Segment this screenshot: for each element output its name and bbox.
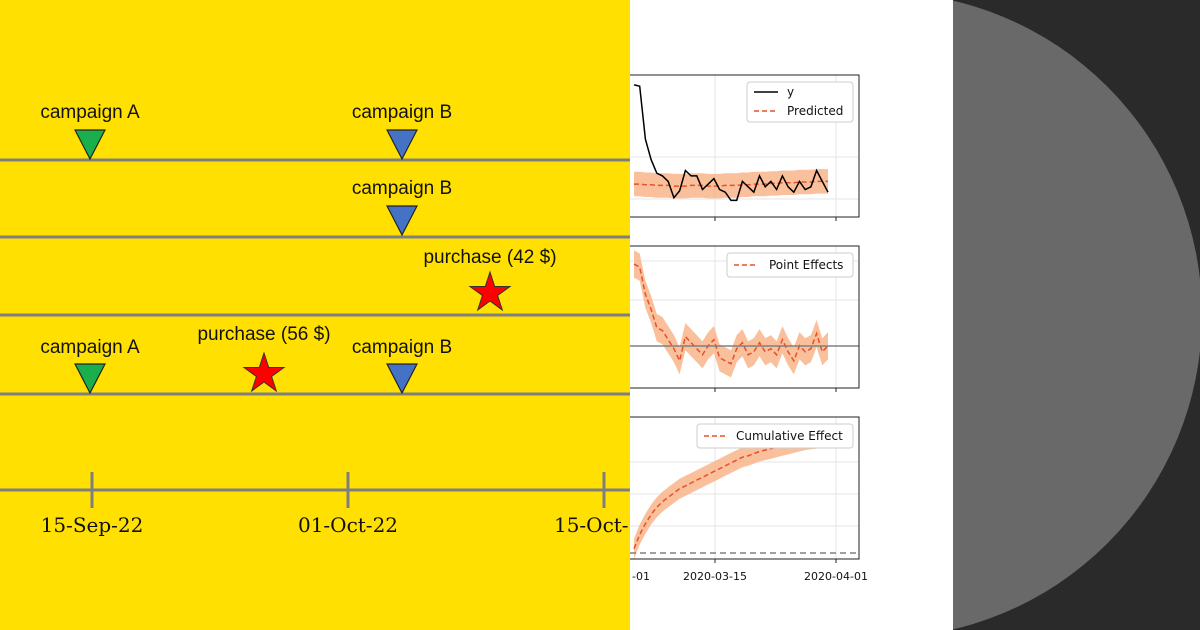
timeline-diagram: campaign A campaign B campaign B purchas… [0, 102, 630, 537]
plot-original: y Predicted purc [630, 74, 860, 221]
date-axis-label: 01-Oct-22 [298, 513, 398, 537]
x-tick-label: 2020-04-01 [804, 570, 868, 583]
plot-pointwise: Point Effects [630, 245, 860, 392]
decorative-circle [953, 0, 1200, 630]
confidence-band [634, 169, 828, 199]
legend-box [696, 423, 854, 449]
series-line-point-effects [633, 263, 829, 365]
campaign-label: campaign A [40, 102, 140, 123]
campaign-label: campaign B [352, 102, 452, 123]
campaign-marker [74, 363, 106, 395]
series-line-predicted [634, 180, 828, 187]
decorative-dark-panel [953, 0, 1200, 630]
x-tick-label: -01 [632, 570, 650, 583]
purchase-star [242, 351, 286, 393]
axes-frame [630, 74, 860, 218]
purchase-label: purchase (56 $) [197, 324, 330, 345]
purchase-star [468, 270, 512, 312]
legend-label: Cumulative Effect [736, 429, 843, 443]
causal-impact-figure: y Predicted purc Point Effects [630, 74, 868, 583]
x-tick-label: 2020-03-15 [683, 570, 747, 583]
causal-impact-plots: y Predicted purc Point Effects [630, 0, 953, 630]
timeline-panel: campaign A campaign B campaign B purchas… [0, 0, 630, 630]
legend-label: y [787, 85, 794, 99]
legend-box [726, 252, 854, 278]
axes-frame [630, 245, 860, 389]
axes-frame [630, 416, 860, 560]
purchase-label: purchase (42 $) [423, 247, 556, 268]
campaign-marker [386, 363, 418, 395]
date-axis-label: 15-Sep-22 [41, 513, 144, 537]
legend-label: Predicted [787, 104, 843, 118]
campaign-label: campaign B [352, 337, 452, 358]
plot-cumulative: Cumulative Effect -01 2020-03-15 2020-04… [630, 416, 868, 583]
campaign-marker [386, 205, 418, 237]
series-line-y [633, 84, 829, 202]
legend-label: Point Effects [769, 258, 843, 272]
campaign-label: campaign A [40, 337, 140, 358]
date-axis-label: 15-Oct-22 [554, 513, 630, 537]
campaign-marker [386, 129, 418, 161]
campaign-label: campaign B [352, 178, 452, 199]
campaign-marker [74, 129, 106, 161]
